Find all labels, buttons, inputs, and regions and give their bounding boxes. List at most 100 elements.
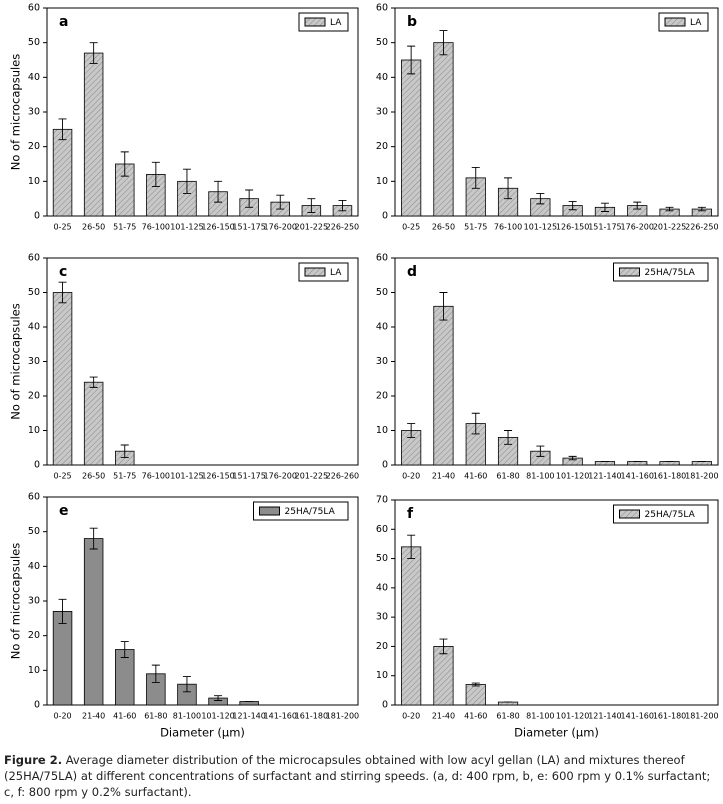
x-tick-label: 151-175 [588,223,621,232]
error-bar [471,167,480,189]
error-bar [120,641,129,658]
y-tick-label: 10 [28,176,40,187]
legend-swatch [664,17,686,27]
x-tick-label: 61-80 [496,712,519,721]
x-tick-label: 181-200 [326,712,359,721]
x-tick-label: 21-40 [432,712,455,721]
y-tick-label: 60 [376,524,388,535]
y-tick-label: 50 [376,287,388,298]
bar [594,461,616,466]
error-bar [697,206,706,212]
x-tick-label: 0-20 [402,712,420,721]
y-axis-label: No of microcapsules [9,54,23,170]
y-tick-label: 40 [28,561,40,572]
plot-frame [394,499,719,706]
y-tick-label: 10 [376,670,388,681]
x-tick-label: 101-125 [524,223,557,232]
bar [465,684,486,706]
y-tick-label: 40 [376,72,388,83]
legend-label: LA [330,268,342,278]
error-bar [471,412,480,435]
legend-swatch [259,506,280,516]
bar [401,546,422,706]
error-bar [338,199,347,212]
x-tick-label: 201-225 [295,472,328,481]
y-tick-label: 30 [28,596,40,607]
y-tick-label: 0 [34,211,40,222]
bar [433,305,454,466]
y-tick-label: 40 [28,322,40,333]
error-bar [58,118,67,141]
x-tick-label: 201-225 [653,223,686,232]
error-bar [407,423,416,438]
error-bar [245,189,254,208]
x-tick-label: 26-50 [82,472,105,481]
x-tick-label: 121-140 [588,712,621,721]
panel-label: e [59,503,69,519]
x-tick-label: 81-100 [526,712,554,721]
x-tick-label: 0-20 [402,472,420,481]
y-tick-label: 0 [34,700,40,711]
error-bar [276,194,285,210]
x-tick-label: 126-150 [201,223,234,232]
error-bar [89,527,98,550]
y-tick-label: 20 [28,141,40,152]
error-bar [407,534,416,560]
error-bar [182,168,191,194]
x-tick-label: 101-125 [170,223,203,232]
y-tick-label: 0 [382,460,388,471]
error-bar [58,281,67,304]
legend-swatch [304,17,326,27]
bar [52,128,73,217]
x-tick-label: 151-175 [232,223,265,232]
legend-swatch [619,267,640,277]
x-axis-label: Diameter (μm) [160,726,245,740]
y-tick-label: 50 [376,37,388,48]
legend-label: LA [330,18,342,28]
x-tick-label: 121-140 [232,712,265,721]
error-bar [504,177,513,200]
bar [52,611,73,706]
error-bar [536,445,545,457]
x-tick-label: 141-160 [264,712,297,721]
panel-label: c [59,264,67,280]
x-tick-label: 21-40 [82,712,105,721]
caption-text: Average diameter distribution of the mic… [4,753,711,799]
y-tick-label: 60 [376,3,388,14]
x-tick-label: 81-100 [173,712,201,721]
x-tick-label: 101-125 [170,472,203,481]
bar [433,42,454,217]
panel-label: d [407,264,417,280]
y-tick-label: 30 [376,107,388,118]
x-tick-label: 0-20 [53,712,71,721]
error-bar [504,430,513,445]
y-tick-label: 60 [28,253,40,264]
x-tick-label: 81-100 [526,472,554,481]
x-tick-label: 101-120 [556,472,589,481]
error-bar [439,638,448,655]
y-tick-label: 60 [28,3,40,14]
x-tick-label: 21-40 [432,472,455,481]
y-tick-label: 30 [376,612,388,623]
x-tick-label: 141-160 [621,712,654,721]
error-bar [120,151,129,177]
y-tick-label: 50 [28,526,40,537]
x-tick-label: 0-25 [53,223,71,232]
x-tick-label: 161-180 [295,712,328,721]
x-tick-label: 161-180 [653,712,686,721]
x-tick-label: 41-60 [464,712,487,721]
y-tick-label: 40 [376,322,388,333]
x-tick-label: 51-75 [113,472,136,481]
x-tick-label: 226-250 [326,223,359,232]
x-tick-label: 51-75 [464,223,487,232]
panel-label: a [59,14,68,30]
error-bar [151,161,160,187]
figure: 0 10 20 30 40 50 60 a LA No of microcapsules 0-25 2… [9,3,719,740]
y-tick-label: 0 [34,460,40,471]
y-tick-label: 60 [28,492,40,503]
y-tick-label: 20 [28,391,40,402]
error-bar [182,676,191,693]
caption-label: Figure 2. [4,753,63,767]
y-axis-label: No of microcapsules [9,303,23,419]
y-tick-label: 10 [28,665,40,676]
